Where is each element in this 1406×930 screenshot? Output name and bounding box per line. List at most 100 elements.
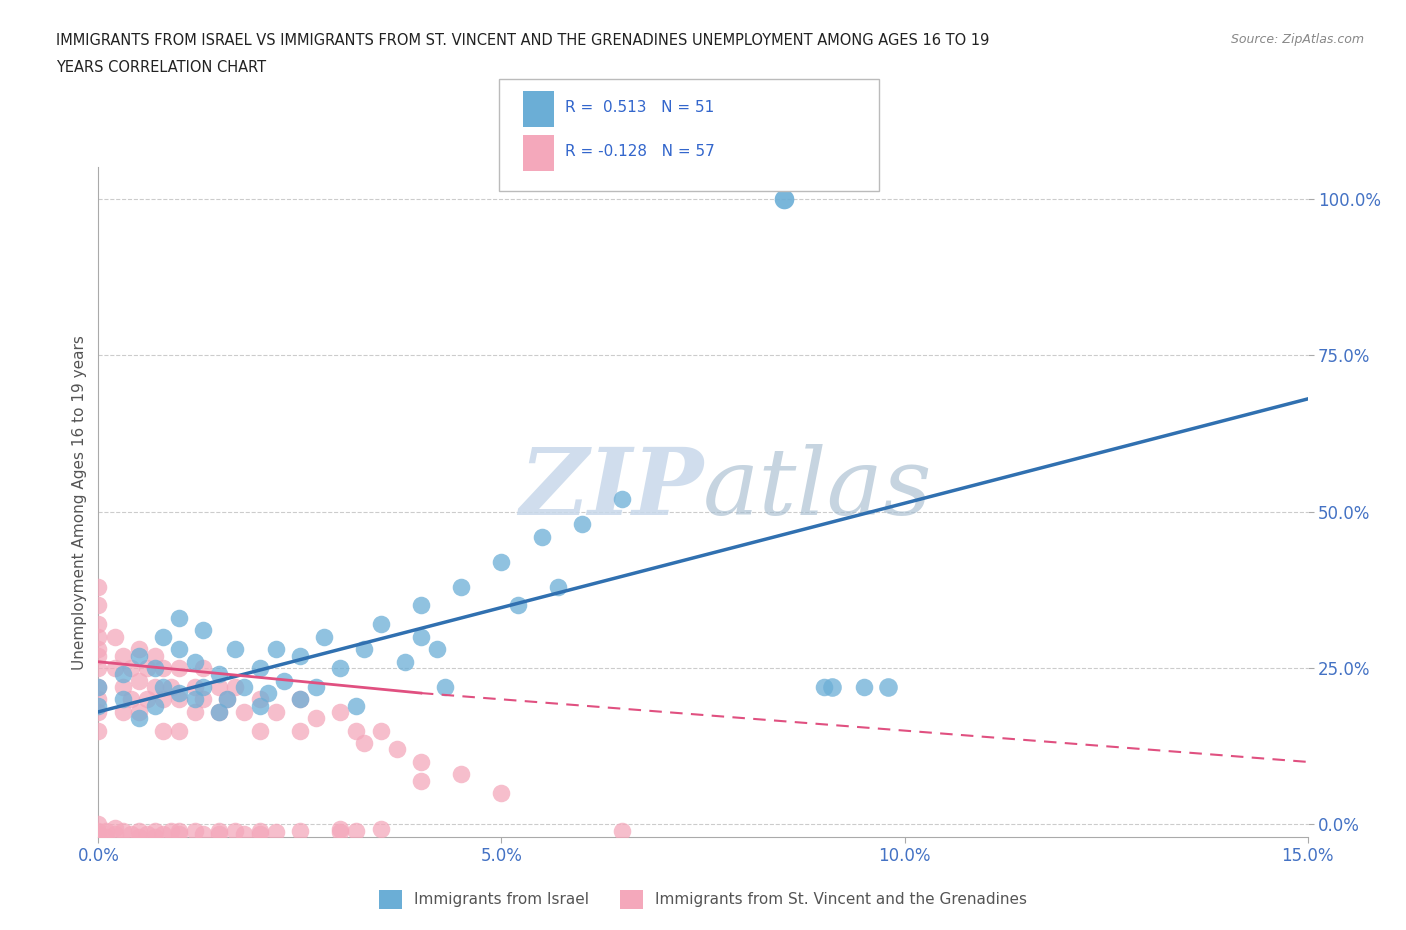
Point xyxy=(103,630,125,644)
Point xyxy=(409,630,432,644)
Point xyxy=(877,680,900,695)
Point xyxy=(772,192,794,206)
Point xyxy=(370,724,392,738)
Point xyxy=(87,598,110,613)
Point xyxy=(571,517,593,532)
Point xyxy=(128,823,150,838)
Point xyxy=(434,680,457,695)
Point xyxy=(111,667,134,682)
Point xyxy=(143,698,166,713)
Point xyxy=(208,667,231,682)
Point xyxy=(208,823,231,838)
Point xyxy=(87,827,110,842)
Point xyxy=(305,680,328,695)
Point xyxy=(217,692,239,707)
Point xyxy=(152,724,174,738)
Point xyxy=(329,704,352,719)
Text: atlas: atlas xyxy=(703,444,932,534)
Point xyxy=(87,680,110,695)
Point xyxy=(143,830,166,844)
Point xyxy=(96,823,118,838)
Point xyxy=(353,736,375,751)
Point xyxy=(249,698,271,713)
Point xyxy=(184,823,207,838)
Point xyxy=(256,685,278,700)
Point xyxy=(143,823,166,838)
Point xyxy=(193,660,215,675)
Point xyxy=(87,680,110,695)
Point xyxy=(409,773,432,788)
Point xyxy=(409,598,432,613)
Point xyxy=(120,692,142,707)
Point xyxy=(491,554,513,569)
Point xyxy=(193,692,215,707)
Point xyxy=(160,823,183,838)
Point xyxy=(120,827,142,842)
Point xyxy=(288,823,311,838)
Point xyxy=(249,724,271,738)
Point xyxy=(208,827,231,842)
Point xyxy=(152,660,174,675)
Point xyxy=(193,827,215,842)
Point xyxy=(167,724,190,738)
Point xyxy=(288,692,311,707)
Text: R = -0.128   N = 57: R = -0.128 N = 57 xyxy=(565,144,716,159)
Point xyxy=(128,648,150,663)
Point xyxy=(135,660,157,675)
Point xyxy=(249,692,271,707)
Text: Source: ZipAtlas.com: Source: ZipAtlas.com xyxy=(1230,33,1364,46)
Point xyxy=(152,680,174,695)
Point xyxy=(450,767,472,782)
Point xyxy=(87,817,110,832)
Text: IMMIGRANTS FROM ISRAEL VS IMMIGRANTS FROM ST. VINCENT AND THE GRENADINES UNEMPLO: IMMIGRANTS FROM ISRAEL VS IMMIGRANTS FRO… xyxy=(56,33,990,47)
Point xyxy=(111,823,134,838)
Point xyxy=(193,680,215,695)
Point xyxy=(87,823,110,838)
Point xyxy=(103,660,125,675)
Point xyxy=(288,692,311,707)
Point xyxy=(184,704,207,719)
Point xyxy=(224,642,246,657)
Point xyxy=(344,823,367,838)
Point xyxy=(167,642,190,657)
Point xyxy=(143,648,166,663)
Point xyxy=(128,642,150,657)
Point xyxy=(232,827,254,842)
Point xyxy=(87,617,110,631)
Point xyxy=(143,660,166,675)
Point xyxy=(344,724,367,738)
Point xyxy=(184,680,207,695)
Point xyxy=(273,673,295,688)
Point xyxy=(491,786,513,801)
Point xyxy=(426,642,449,657)
Point xyxy=(128,673,150,688)
Point xyxy=(152,692,174,707)
Point xyxy=(385,742,408,757)
Point xyxy=(208,704,231,719)
Point xyxy=(394,655,416,670)
Point xyxy=(167,660,190,675)
Point xyxy=(120,660,142,675)
Point xyxy=(87,648,110,663)
Point xyxy=(224,680,246,695)
Point xyxy=(314,630,336,644)
Point xyxy=(547,579,569,594)
Point xyxy=(87,660,110,675)
Point xyxy=(184,655,207,670)
Point xyxy=(152,630,174,644)
Point xyxy=(288,724,311,738)
Point xyxy=(87,642,110,657)
Point xyxy=(344,698,367,713)
Point xyxy=(329,825,352,840)
Point xyxy=(409,754,432,769)
Point xyxy=(184,692,207,707)
Point xyxy=(217,692,239,707)
Point xyxy=(853,680,876,695)
Point xyxy=(264,825,287,840)
Point xyxy=(87,692,110,707)
Point xyxy=(288,648,311,663)
Point xyxy=(167,685,190,700)
Point xyxy=(450,579,472,594)
Point xyxy=(111,648,134,663)
Point xyxy=(135,692,157,707)
